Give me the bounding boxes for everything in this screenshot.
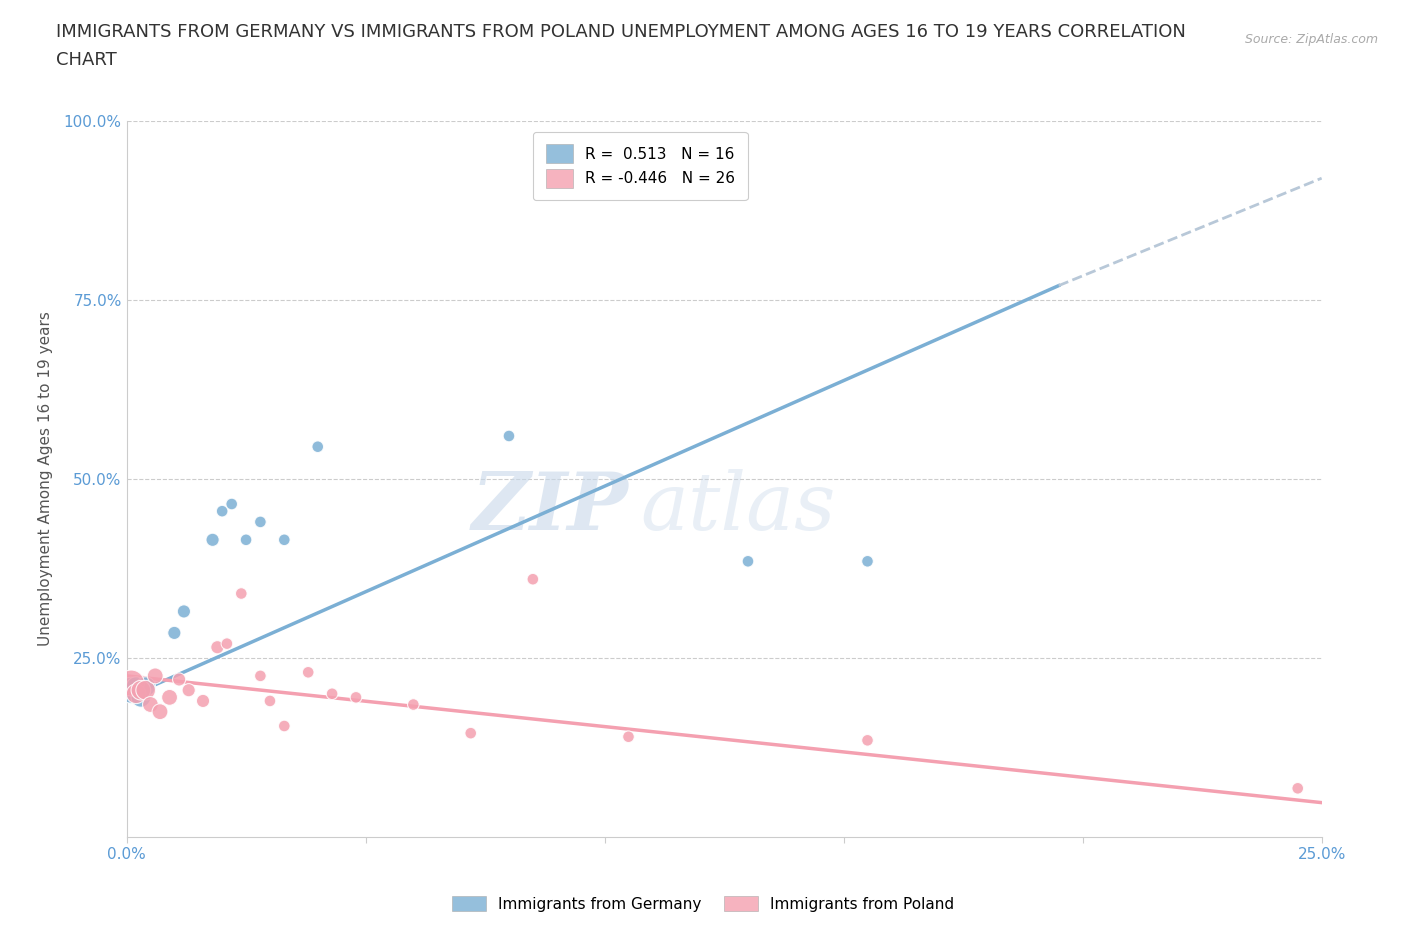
Point [402, 698, 425, 712]
Point [129, 690, 152, 705]
Point [125, 686, 148, 701]
Point [191, 694, 214, 709]
Point [273, 719, 295, 734]
Point [737, 554, 759, 569]
Point [856, 554, 879, 569]
Point [167, 672, 190, 687]
Point [120, 683, 142, 698]
Point [201, 532, 224, 547]
Text: IMMIGRANTS FROM GERMANY VS IMMIGRANTS FROM POLAND UNEMPLOYMENT AMONG AGES 16 TO : IMMIGRANTS FROM GERMANY VS IMMIGRANTS FR… [56, 23, 1187, 41]
Point [522, 572, 544, 587]
Point [177, 683, 200, 698]
Text: Source: ZipAtlas.com: Source: ZipAtlas.com [1244, 33, 1378, 46]
Point [231, 586, 253, 601]
Point [163, 626, 186, 641]
Y-axis label: Unemployment Among Ages 16 to 19 years: Unemployment Among Ages 16 to 19 years [38, 312, 52, 646]
Point [460, 725, 482, 740]
Point [321, 686, 343, 701]
Point [344, 690, 367, 705]
Point [221, 497, 243, 512]
Point [307, 439, 329, 454]
Point [498, 429, 520, 444]
Point [135, 679, 157, 694]
Point [249, 514, 271, 529]
Point [173, 604, 195, 618]
Point [617, 729, 640, 744]
Point [207, 640, 229, 655]
Text: atlas: atlas [640, 469, 835, 546]
Point [211, 504, 233, 519]
Point [129, 683, 152, 698]
Text: CHART: CHART [56, 51, 117, 69]
Point [259, 694, 281, 709]
Point [125, 679, 148, 694]
Point [139, 698, 162, 712]
Point [235, 532, 257, 547]
Point [215, 636, 238, 651]
Text: ZIP: ZIP [471, 469, 628, 546]
Legend: R =  0.513   N = 16, R = -0.446   N = 26: R = 0.513 N = 16, R = -0.446 N = 26 [533, 132, 748, 200]
Point [273, 532, 295, 547]
Point [297, 665, 319, 680]
Point [120, 675, 142, 690]
Point [856, 733, 879, 748]
Legend: Immigrants from Germany, Immigrants from Poland: Immigrants from Germany, Immigrants from… [446, 889, 960, 918]
Point [1286, 781, 1309, 796]
Point [143, 669, 166, 684]
Point [149, 704, 172, 719]
Point [249, 669, 271, 684]
Point [159, 690, 181, 705]
Point [135, 683, 157, 698]
